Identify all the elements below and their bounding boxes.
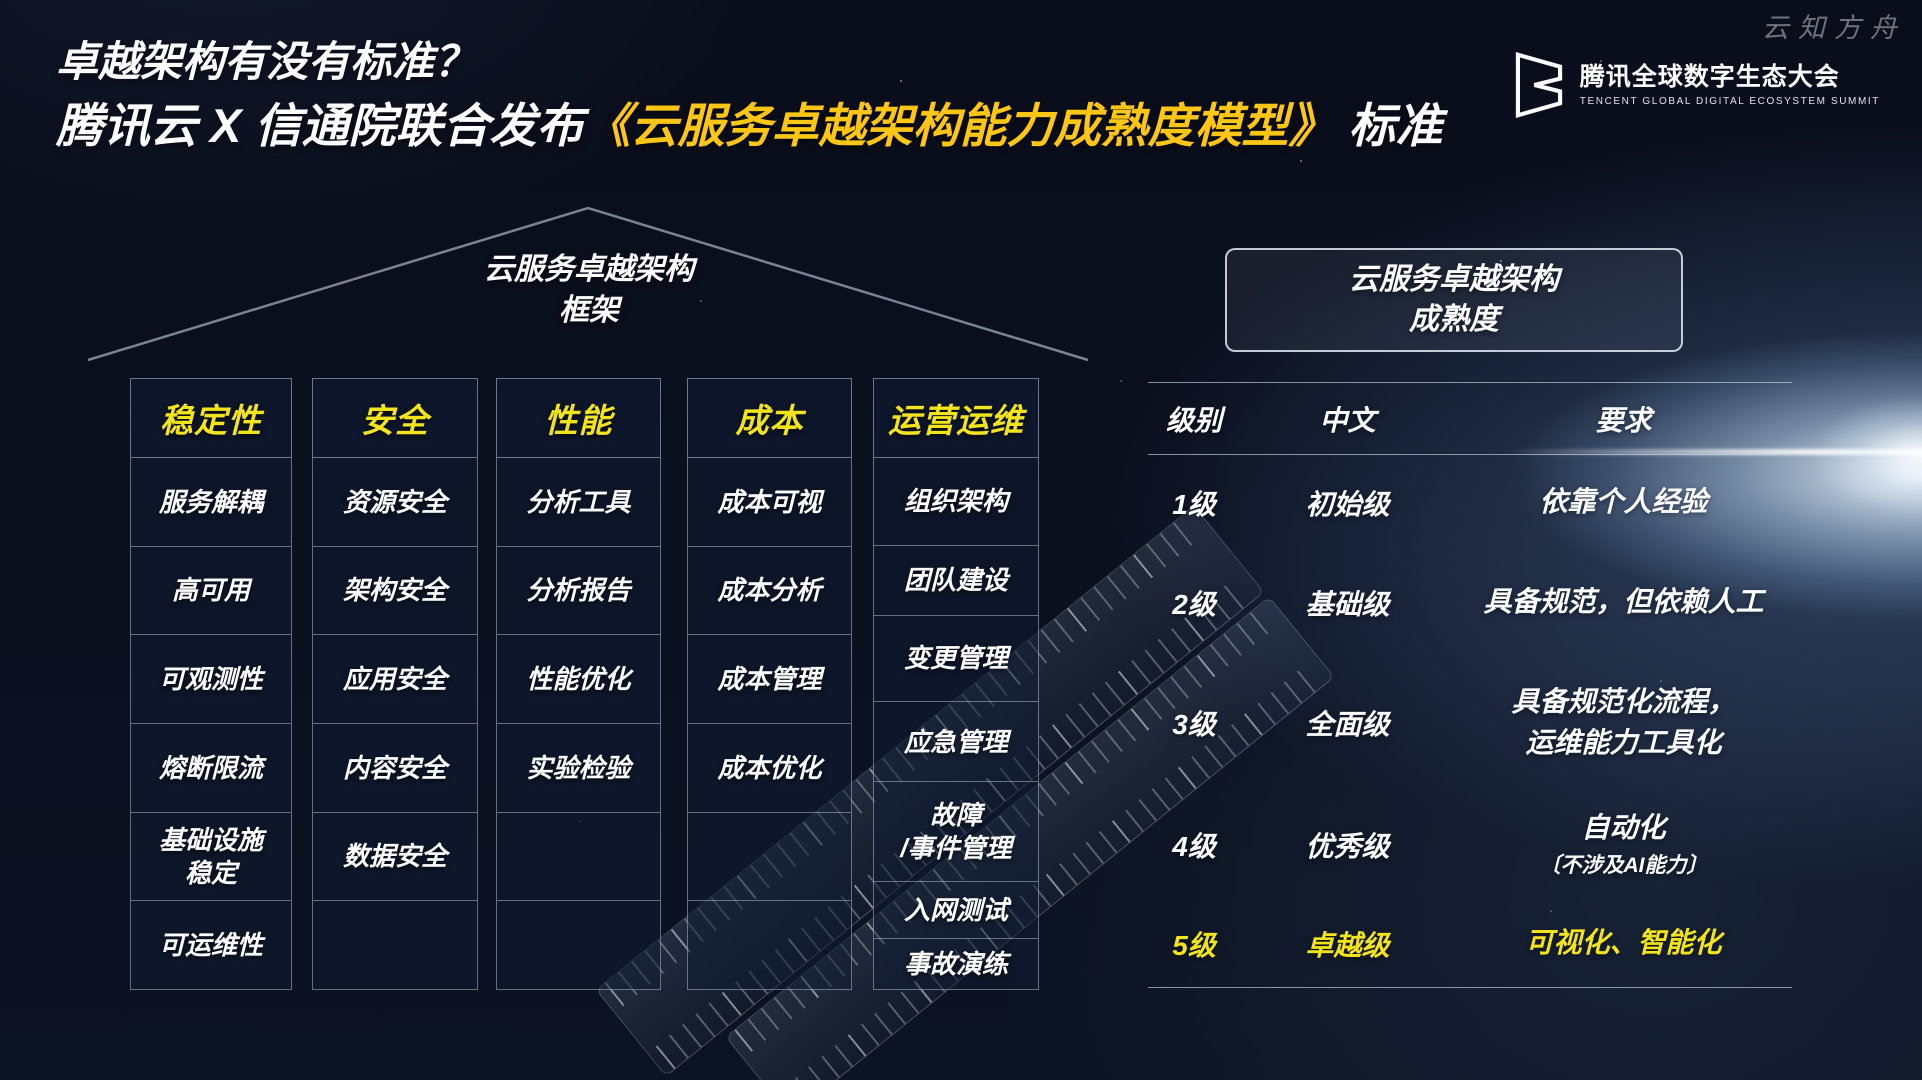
framework-cell: 成本可视: [687, 458, 852, 547]
framework-column-header: 性能: [496, 378, 661, 458]
framework-cell: 服务解耦: [130, 458, 292, 547]
framework-cell: 分析报告: [496, 546, 661, 636]
framework-cell: 可观测性: [130, 635, 292, 725]
event-logo-text: 腾讯全球数字生态大会 TENCENT GLOBAL DIGITAL ECOSYS…: [1580, 63, 1880, 107]
maturity-requirement: 具备规范化流程， 运维能力工具化: [1511, 685, 1736, 758]
maturity-name: 优秀级: [1305, 831, 1390, 862]
maturity-requirement: 具备规范，但依赖人工: [1483, 586, 1764, 618]
framework-cell-empty: [687, 901, 852, 991]
maturity-row: 2级 基础级 具备规范，但依赖人工: [1148, 550, 1792, 655]
framework-cell: 熔断限流: [130, 724, 292, 813]
maturity-name: 基础级: [1305, 588, 1390, 620]
framework-roof-title: 云服务卓越架构 框架: [438, 250, 740, 331]
roof-title-line1: 云服务卓越架构: [484, 253, 694, 286]
framework-column-header: 安全: [312, 378, 478, 458]
framework-cell: 高可用: [130, 546, 292, 636]
event-logo: 腾讯全球数字生态大会 TENCENT GLOBAL DIGITAL ECOSYS…: [1512, 52, 1880, 118]
page-title-line1: 卓越架构有没有标准？: [56, 38, 477, 85]
maturity-name: 全面级: [1305, 708, 1390, 740]
maturity-table: 级别 中文 要求 1级 初始级 依靠个人经验 2级 基础级 具备规范，但依赖人工 3级 全面级 具备规…: [1148, 382, 1792, 988]
framework-column-5: 运营运维 组织架构 团队建设 变更管理 应急管理 故障 /事件管理 入网测试 事故演练: [873, 378, 1039, 990]
maturity-level: 2级: [1172, 588, 1216, 620]
framework-cell: 故障 /事件管理: [873, 782, 1039, 883]
maturity-level: 3级: [1172, 708, 1216, 740]
title-suffix: 标准: [1335, 98, 1443, 152]
light-beam-streak: [1500, 449, 1922, 455]
title-highlight: 《云服务卓越架构能力成熟度模型》: [583, 98, 1336, 152]
summit-logo-icon: [1515, 52, 1562, 118]
maturity-row: 3级 全面级 具备规范化流程， 运维能力工具化: [1148, 655, 1792, 790]
framework-column-header: 稳定性: [130, 378, 292, 458]
framework-cell: 组织架构: [873, 458, 1039, 546]
framework-cell: 事故演练: [873, 938, 1039, 990]
framework-cell: 应用安全: [312, 635, 478, 725]
framework-column-3: 性能 分析工具 分析报告 性能优化 实验检验: [496, 378, 661, 991]
framework-cell-empty: [312, 901, 478, 991]
title-prefix: 腾讯云 X 信通院联合发布: [56, 98, 584, 152]
framework-cell: 变更管理: [873, 616, 1039, 703]
light-beam-core: [1810, 395, 1922, 515]
event-logo-cn: 腾讯全球数字生态大会: [1579, 63, 1840, 92]
framework-column-2: 安全 资源安全 架构安全 应用安全 内容安全 数据安全: [312, 378, 478, 991]
framework-cell-empty: [496, 901, 661, 991]
framework-cell: 成本管理: [687, 635, 852, 725]
framework-column-header: 运营运维: [873, 378, 1039, 458]
page-title: 卓越架构有没有标准？ 腾讯云 X 信通院联合发布《云服务卓越架构能力成熟度模型》…: [56, 36, 1443, 154]
maturity-level: 4级: [1172, 831, 1216, 862]
framework-cell: 分析工具: [496, 458, 661, 547]
star-specks: [420, 120, 422, 122]
maturity-level: 5级: [1172, 929, 1216, 961]
framework-cell: 资源安全: [312, 458, 478, 547]
maturity-requirement-note: 〔不涉及AI能力〕: [1539, 854, 1708, 878]
framework-cell: 入网测试: [873, 882, 1039, 939]
maturity-requirement: 依靠个人经验: [1539, 486, 1708, 518]
framework-cell: 应急管理: [873, 702, 1039, 783]
maturity-title-line2: 成熟度: [1409, 303, 1499, 336]
framework-column-1: 稳定性 服务解耦 高可用 可观测性 熔断限流 基础设施 稳定 可运维性: [130, 378, 292, 991]
framework-column-header: 成本: [687, 378, 852, 458]
framework-cell: 数据安全: [312, 812, 478, 902]
framework-cell: 成本优化: [687, 724, 852, 813]
event-logo-en: TENCENT GLOBAL DIGITAL ECOSYSTEM SUMMIT: [1579, 95, 1880, 107]
maturity-title-line1: 云服务卓越架构: [1349, 262, 1559, 296]
maturity-row: 1级 初始级 依靠个人经验: [1148, 455, 1792, 550]
framework-cell: 团队建设: [873, 546, 1039, 617]
framework-cell: 基础设施 稳定: [130, 812, 292, 902]
maturity-row: 4级 优秀级 自动化 〔不涉及AI能力〕: [1148, 790, 1792, 900]
framework-column-4: 成本 成本可视 成本分析 成本管理 成本优化: [687, 378, 852, 991]
maturity-level: 1级: [1172, 488, 1216, 520]
watermark-text: 云知方舟: [1762, 13, 1906, 44]
maturity-name: 卓越级: [1305, 929, 1390, 961]
roof-title-line2: 框架: [559, 293, 619, 327]
framework-cell: 性能优化: [496, 635, 661, 725]
maturity-requirement: 自动化 〔不涉及AI能力〕: [1455, 808, 1792, 881]
framework-cell: 可运维性: [130, 901, 292, 991]
maturity-column-header: 要求: [1595, 404, 1652, 436]
framework-cell: 实验检验: [496, 724, 661, 813]
maturity-requirement: 可视化、智能化: [1525, 927, 1722, 959]
maturity-row: 5级 卓越级 可视化、智能化: [1148, 900, 1792, 988]
maturity-column-header: 级别: [1165, 404, 1222, 436]
page-title-line2: 腾讯云 X 信通院联合发布《云服务卓越架构能力成熟度模型》 标准: [56, 98, 1443, 154]
maturity-column-header: 中文: [1319, 404, 1376, 436]
maturity-title-box: 云服务卓越架构 成熟度: [1225, 248, 1683, 352]
framework-cell: 成本分析: [687, 546, 852, 636]
framework-cell-empty: [496, 812, 661, 902]
maturity-header-row: 级别 中文 要求: [1148, 382, 1792, 455]
framework-cell: 内容安全: [312, 724, 478, 813]
framework-cell: 架构安全: [312, 546, 478, 636]
maturity-name: 初始级: [1305, 488, 1390, 520]
framework-cell-empty: [687, 812, 852, 902]
